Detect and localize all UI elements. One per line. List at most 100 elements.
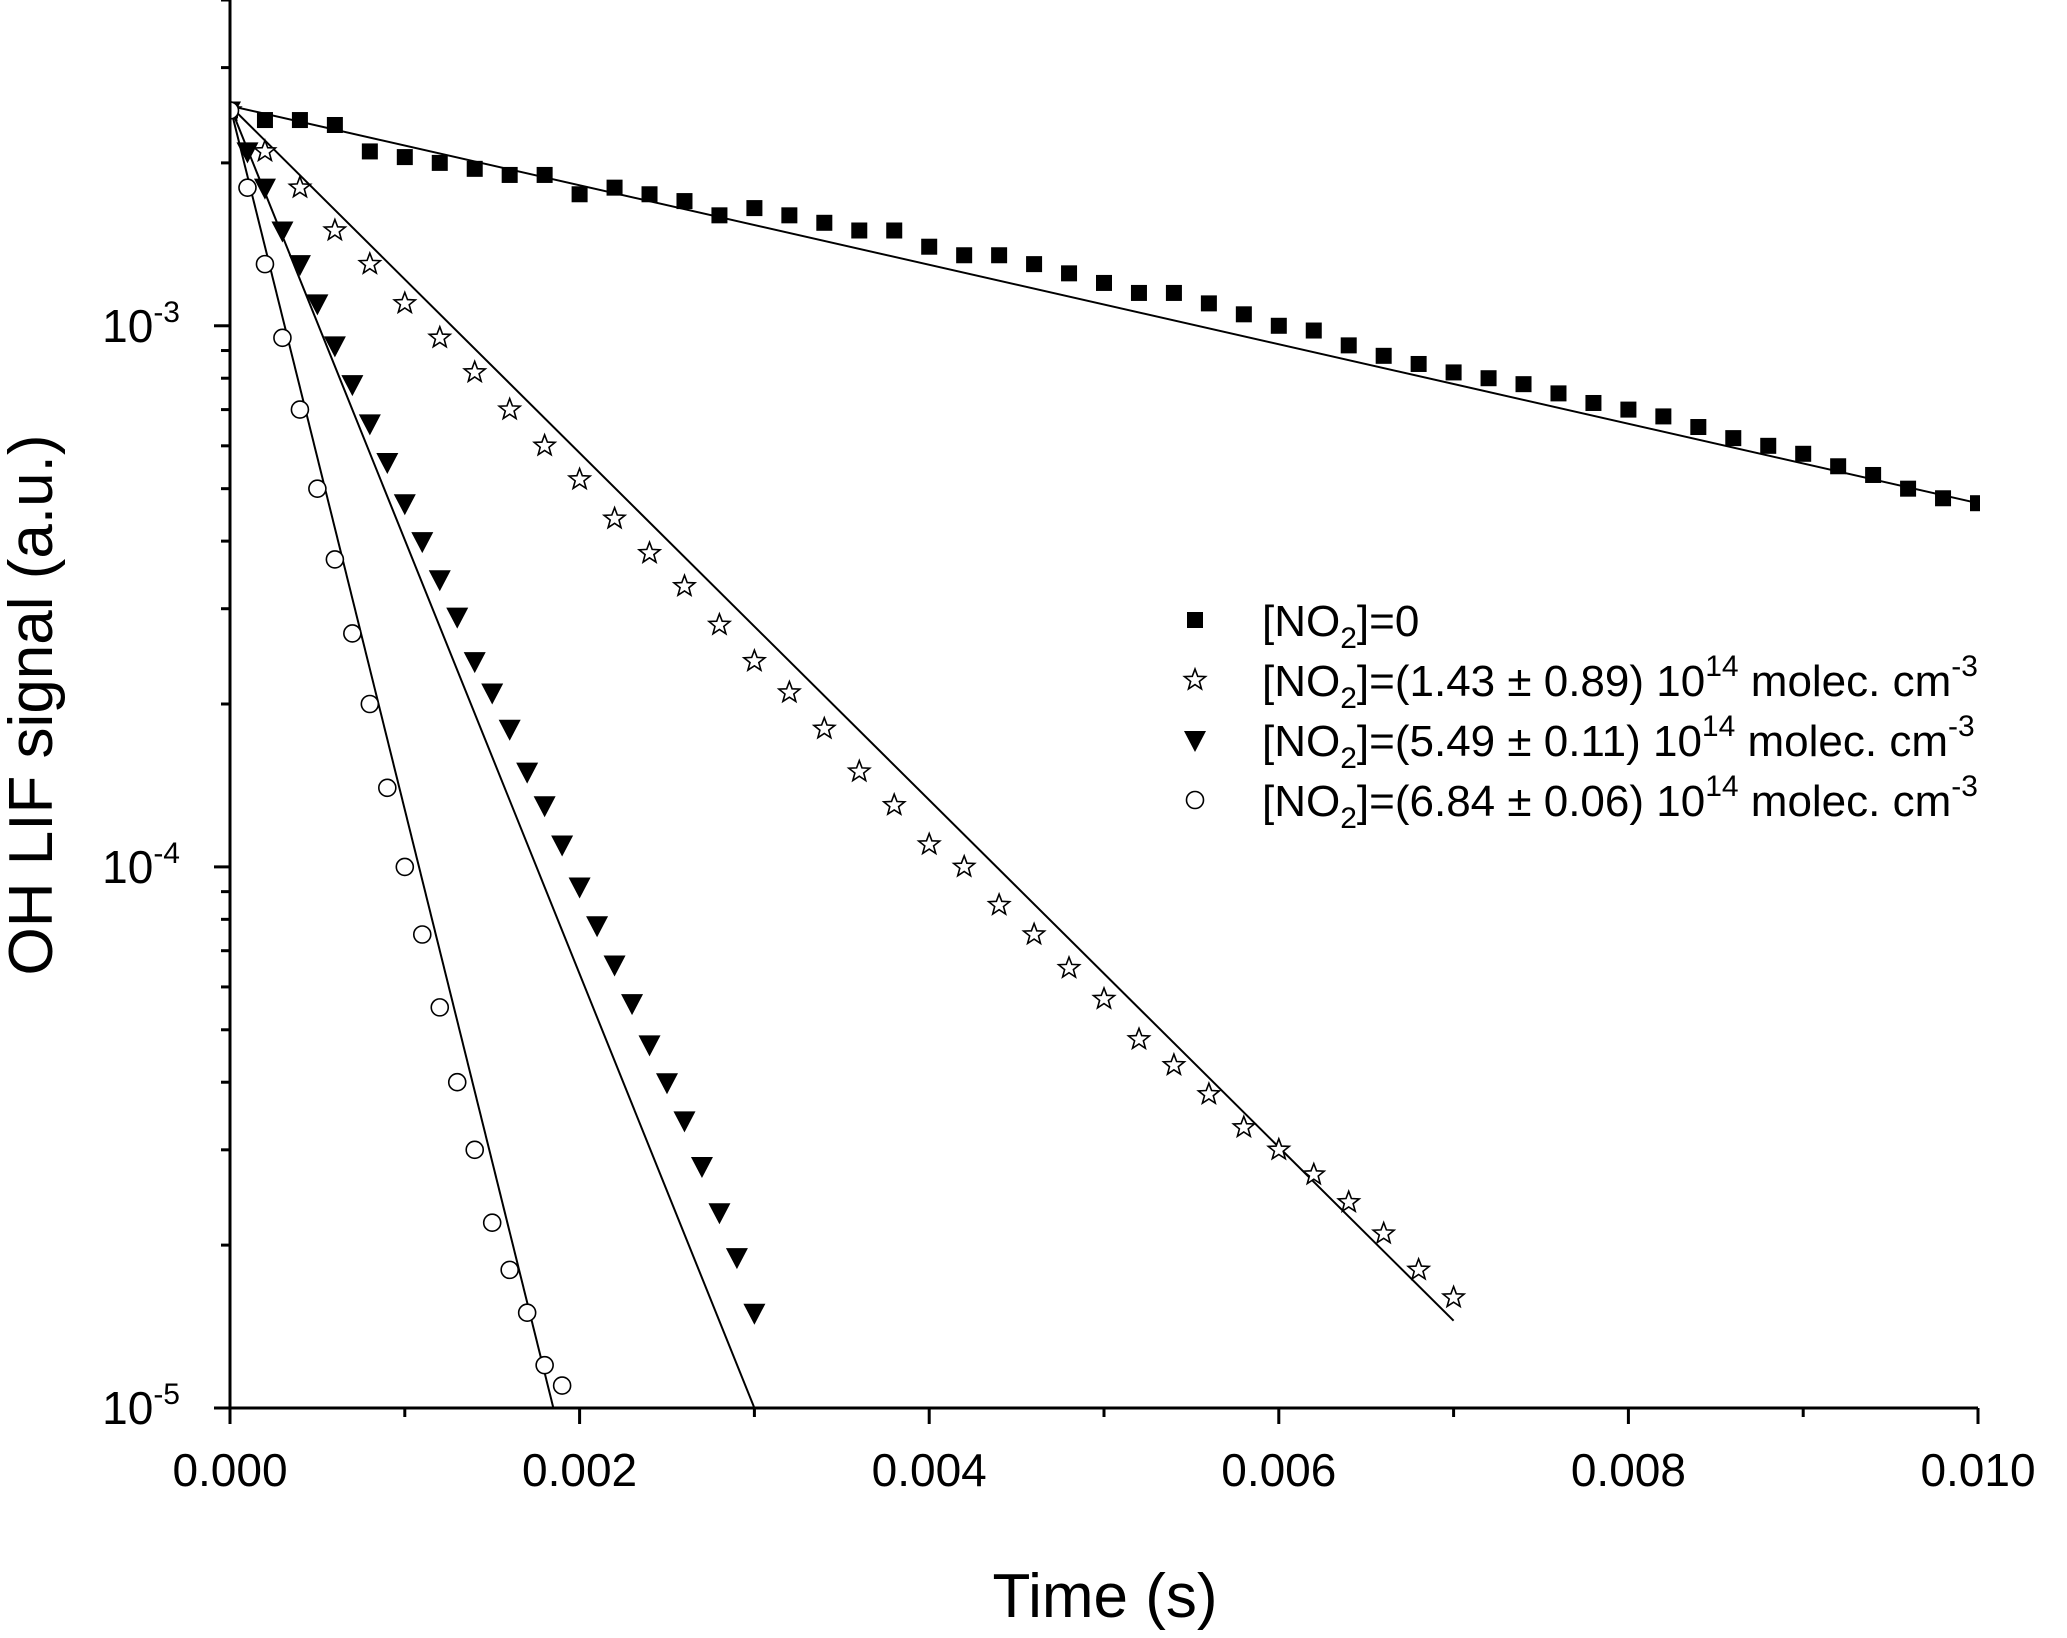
data-point (256, 112, 273, 129)
x-tick-label: 0.002 (522, 1444, 637, 1496)
data-point (601, 505, 628, 530)
data-point (566, 466, 593, 491)
data-point (1026, 256, 1043, 273)
data-point (323, 336, 346, 358)
data-point (496, 396, 523, 421)
data-point (1900, 480, 1917, 497)
data-point (430, 998, 450, 1017)
data-point (586, 916, 609, 938)
data-point (1935, 490, 1952, 507)
data-point (1865, 466, 1882, 483)
data-point (535, 1355, 554, 1375)
data-point (322, 217, 348, 242)
data-point (411, 532, 434, 554)
legend-item: [NO2]=0 (1187, 597, 1419, 655)
fit-line-2 (230, 105, 1455, 1322)
data-point (1340, 337, 1357, 354)
data-point (638, 1035, 661, 1057)
data-point (288, 255, 311, 277)
y-axis-label: OH LIF signal (a.u.) (0, 435, 66, 976)
data-point (431, 154, 448, 171)
data-point (886, 222, 903, 239)
data-point (253, 178, 276, 200)
data-point (1301, 1161, 1327, 1186)
data-point (846, 758, 872, 783)
data-point (481, 683, 504, 705)
data-point (606, 179, 623, 196)
data-point (725, 1248, 748, 1270)
data-point (360, 694, 380, 714)
data-point (656, 1073, 678, 1095)
data-point (741, 647, 768, 672)
data-point (1165, 284, 1182, 301)
data-point (516, 762, 539, 784)
data-point (552, 1376, 572, 1395)
data-point (706, 611, 733, 636)
data-point (881, 791, 907, 816)
data-point (1480, 370, 1497, 387)
fit-line-1 (230, 104, 1979, 505)
data-point (500, 1260, 519, 1280)
data-point (378, 778, 397, 798)
data-point (621, 994, 644, 1016)
data-point (287, 174, 313, 199)
series-2 (230, 97, 1467, 1322)
data-point (361, 143, 378, 160)
data-point (776, 679, 802, 704)
data-point (428, 570, 451, 592)
data-point (916, 831, 942, 856)
data-point (1690, 419, 1707, 436)
data-point (392, 290, 418, 315)
legend-marker (1182, 666, 1208, 691)
data-point (341, 375, 364, 397)
data-point (236, 142, 259, 164)
data-point (711, 207, 728, 224)
data-point (816, 214, 833, 231)
data-point (1515, 376, 1532, 393)
data-point (1970, 495, 1980, 512)
data-point (1061, 265, 1078, 282)
data-point (921, 238, 938, 255)
data-point (533, 796, 556, 818)
data-point (1266, 1136, 1292, 1161)
data-point (1406, 1256, 1432, 1281)
data-point (1725, 430, 1742, 447)
series-3 (230, 101, 766, 1409)
data-point (465, 1140, 485, 1160)
data-point (1305, 322, 1322, 339)
data-point (273, 328, 292, 348)
data-point (1096, 274, 1112, 291)
data-point (393, 494, 416, 516)
data-point (568, 877, 591, 899)
data-point (1231, 1114, 1257, 1139)
data-point (290, 400, 310, 419)
data-point (1620, 401, 1637, 418)
data-point (1795, 445, 1812, 462)
data-point (851, 222, 868, 239)
data-point (271, 221, 294, 243)
data-point (1270, 317, 1287, 334)
data-point (482, 1213, 502, 1233)
data-point (412, 925, 432, 944)
x-tick-label: 0.000 (172, 1444, 287, 1496)
data-point (306, 294, 329, 316)
data-point (1126, 1026, 1152, 1051)
legend-item: [NO2]=(5.49 ± 0.11) 1014 molec. cm-3 (1184, 710, 1975, 775)
data-point (991, 247, 1008, 264)
data-point (1196, 1081, 1222, 1106)
data-point (1760, 437, 1777, 454)
data-point (517, 1303, 537, 1323)
data-point (781, 207, 798, 224)
data-point (462, 359, 488, 384)
axes-layer: 0.000 0.002 0.004 0.006 0.008 0.010 10-3 10-4 10… (102, 0, 2036, 1496)
data-point (1130, 284, 1147, 301)
data-point (708, 1203, 731, 1225)
data-point (536, 166, 553, 183)
legend: [NO2]=0[NO2]=(1.43 ± 0.89) 1014 molec. c… (1182, 597, 1978, 835)
data-point (501, 166, 518, 183)
data-point (1371, 1220, 1397, 1245)
data-point (1550, 385, 1567, 402)
data-point (1235, 306, 1252, 323)
legend-label: [NO2]=(1.43 ± 0.89) 1014 molec. cm-3 (1262, 650, 1978, 715)
legend-marker (1184, 731, 1206, 752)
